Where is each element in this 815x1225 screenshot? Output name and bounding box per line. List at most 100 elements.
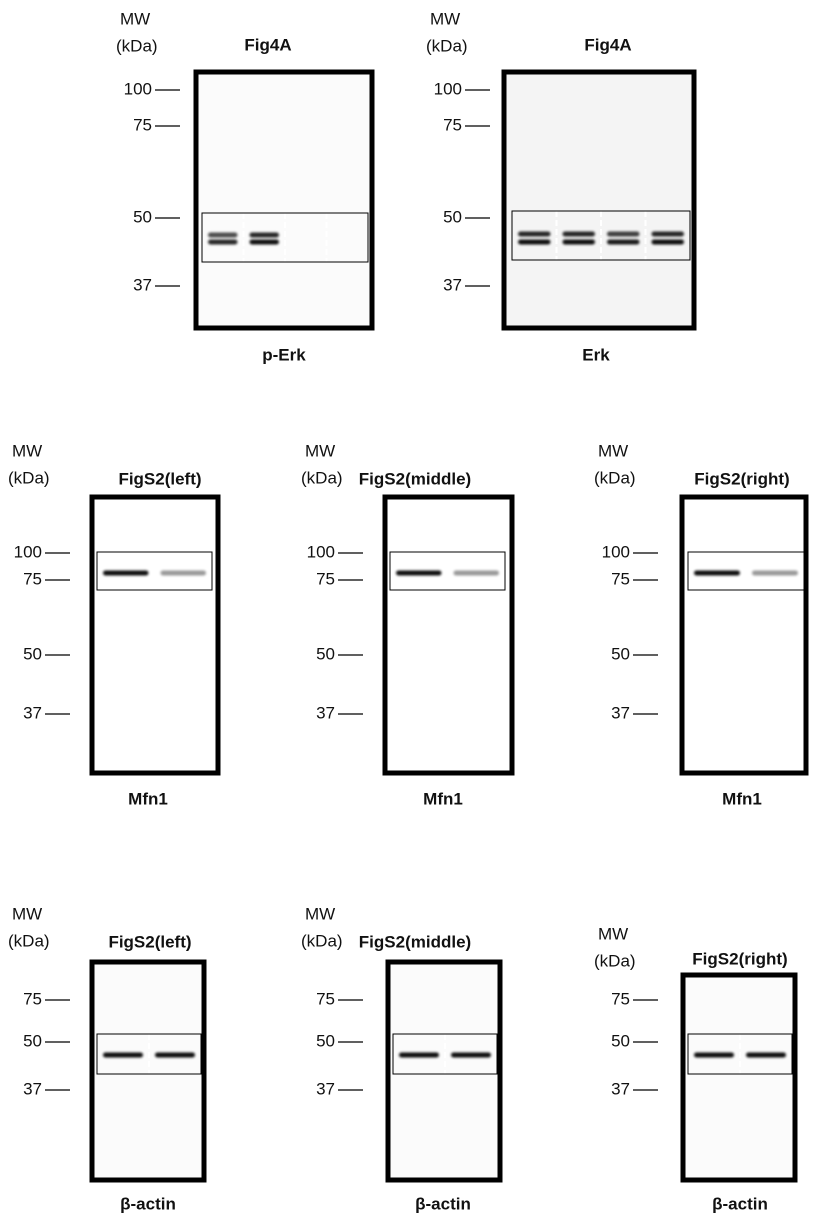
mw-unit: (kDa) (8, 468, 50, 487)
protein-label: Mfn1 (722, 789, 762, 808)
protein-label: β-actin (415, 1194, 471, 1213)
marker-label: 100 (602, 542, 630, 561)
band (518, 240, 551, 245)
band (103, 1053, 143, 1058)
marker-label: 50 (23, 1031, 42, 1050)
marker-label: 75 (316, 569, 335, 588)
mw-unit: (kDa) (426, 36, 468, 55)
membrane (385, 497, 512, 773)
protein-label: p-Erk (262, 345, 306, 364)
protein-label: Mfn1 (423, 789, 463, 808)
protein-label: Mfn1 (128, 789, 168, 808)
band (451, 1053, 491, 1058)
blot-title: FigS2(left) (118, 469, 201, 488)
blot-panel: MW (kDa) FigS2(right) 75 50 37 β-actin (594, 924, 795, 1213)
band (563, 232, 596, 237)
mw-unit: (kDa) (116, 36, 158, 55)
mw-unit: (kDa) (8, 931, 50, 950)
blot-panel: MW (kDa) FigS2(right) 100 75 50 37 Mfn1 (594, 441, 806, 808)
membrane (682, 497, 806, 773)
marker-label: 100 (124, 79, 152, 98)
marker-label: 50 (443, 207, 462, 226)
blot-title: Fig4A (244, 35, 291, 54)
blot-panel: MW (kDa) Fig4A 100 75 50 37 Erk (426, 9, 694, 364)
band (399, 1053, 439, 1058)
marker-label: 37 (23, 703, 42, 722)
blot-title: Fig4A (584, 35, 631, 54)
mw-label: MW (12, 904, 42, 923)
blot-panel: MW (kDa) FigS2(middle) 75 50 37 β-actin (301, 904, 500, 1213)
marker-label: 100 (307, 542, 335, 561)
band (694, 1053, 734, 1058)
mw-unit: (kDa) (594, 468, 636, 487)
page: MW (kDa) Fig4A 100 75 50 37 p-Erk MW (kDa) Fig4A 10… (0, 0, 815, 1225)
band (208, 233, 238, 238)
marker-label: 37 (316, 1079, 335, 1098)
protein-label: β-actin (120, 1194, 176, 1213)
membrane (92, 497, 218, 773)
marker-label: 75 (443, 115, 462, 134)
membrane (196, 72, 372, 328)
blot-title: FigS2(middle) (359, 932, 471, 951)
marker-label: 37 (133, 275, 152, 294)
band (752, 571, 798, 576)
band (563, 240, 596, 245)
protein-label: Erk (582, 345, 610, 364)
blot-title: FigS2(middle) (359, 469, 471, 488)
membrane (683, 975, 795, 1180)
marker-label: 37 (611, 1079, 630, 1098)
band (746, 1053, 786, 1058)
mw-label: MW (305, 441, 335, 460)
blot-panel: MW (kDa) Fig4A 100 75 50 37 p-Erk (116, 9, 372, 364)
blot-panel: MW (kDa) FigS2(left) 75 50 37 β-actin (8, 904, 204, 1213)
marker-label: 50 (133, 207, 152, 226)
band (607, 240, 640, 245)
blot-title: FigS2(right) (692, 949, 787, 968)
figure: MW (kDa) Fig4A 100 75 50 37 p-Erk MW (kDa) Fig4A 10… (0, 0, 815, 1225)
marker-label: 37 (316, 703, 335, 722)
band (208, 240, 238, 245)
mw-unit: (kDa) (301, 468, 343, 487)
mw-label: MW (430, 9, 460, 28)
blot-title: FigS2(right) (694, 469, 789, 488)
band (250, 233, 280, 238)
mw-label: MW (12, 441, 42, 460)
band (250, 240, 280, 245)
marker-label: 75 (23, 569, 42, 588)
blot-panel: MW (kDa) FigS2(left) 100 75 50 37 Mfn1 (8, 441, 218, 808)
mw-label: MW (305, 904, 335, 923)
marker-label: 50 (611, 644, 630, 663)
band (454, 571, 500, 576)
marker-label: 75 (316, 989, 335, 1008)
membrane (504, 72, 694, 328)
band (694, 571, 740, 576)
protein-label: β-actin (712, 1194, 768, 1213)
marker-label: 75 (611, 989, 630, 1008)
marker-label: 75 (133, 115, 152, 134)
blot-title: FigS2(left) (108, 932, 191, 951)
blot-panel: MW (kDa) FigS2(middle) 100 75 50 37 Mfn1 (301, 441, 512, 808)
marker-label: 50 (611, 1031, 630, 1050)
band (155, 1053, 195, 1058)
marker-label: 50 (316, 1031, 335, 1050)
marker-label: 37 (443, 275, 462, 294)
band (396, 571, 442, 576)
mw-label: MW (120, 9, 150, 28)
marker-label: 100 (14, 542, 42, 561)
marker-label: 50 (316, 644, 335, 663)
band (652, 232, 685, 237)
marker-label: 75 (611, 569, 630, 588)
band (161, 571, 207, 576)
marker-label: 37 (611, 703, 630, 722)
mw-unit: (kDa) (301, 931, 343, 950)
mw-label: MW (598, 924, 628, 943)
marker-label: 37 (23, 1079, 42, 1098)
band (103, 571, 149, 576)
band (607, 232, 640, 237)
marker-label: 75 (23, 989, 42, 1008)
marker-label: 100 (434, 79, 462, 98)
band (518, 232, 551, 237)
mw-unit: (kDa) (594, 951, 636, 970)
mw-label: MW (598, 441, 628, 460)
marker-label: 50 (23, 644, 42, 663)
